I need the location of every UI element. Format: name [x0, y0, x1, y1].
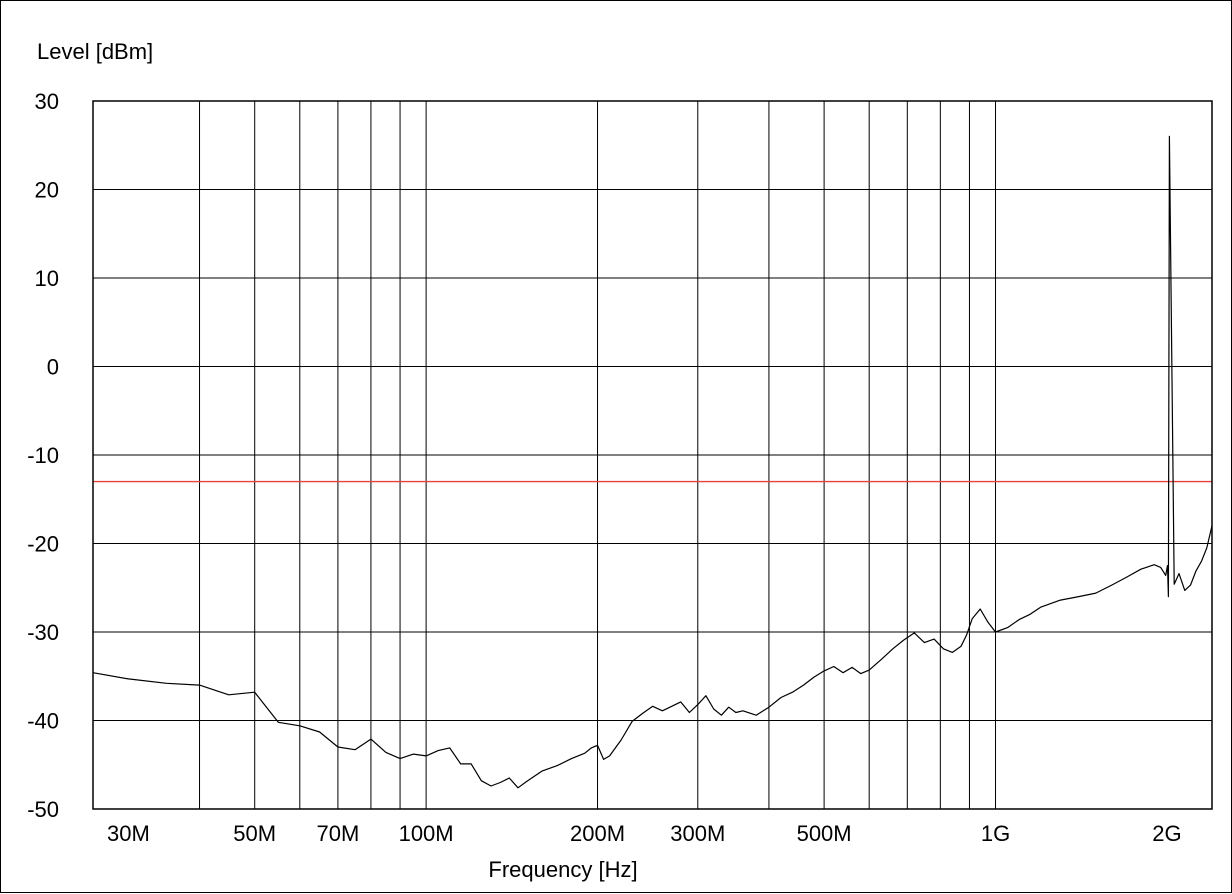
- y-tick-label: 20: [35, 178, 59, 203]
- y-tick-label: -20: [27, 532, 59, 557]
- gridlines: [93, 100, 1212, 810]
- x-tick-label: 1G: [981, 821, 1010, 846]
- x-tick-label: 200M: [570, 821, 625, 846]
- y-tick-label: 10: [35, 266, 59, 291]
- plot-area-border: [92, 100, 1213, 810]
- x-tick-label: 100M: [399, 821, 454, 846]
- series-line: [92, 135, 1213, 789]
- series-layer: [92, 135, 1213, 789]
- tick-labels: 30 20 10 0 -10 -20 -30 -40 -50 30M 50M 70M 100M 200M 3…: [27, 89, 1181, 846]
- y-tick-label: 0: [47, 355, 59, 380]
- x-tick-label: 30M: [107, 821, 150, 846]
- x-tick-label: 300M: [670, 821, 725, 846]
- y-tick-label: -50: [27, 797, 59, 822]
- y-tick-label: 30: [35, 89, 59, 114]
- x-tick-label: 70M: [317, 821, 360, 846]
- x-tick-label: 50M: [233, 821, 276, 846]
- y-tick-label: -40: [27, 709, 59, 734]
- y-axis-label: Level [dBm]: [37, 39, 153, 64]
- y-tick-label: -10: [27, 443, 59, 468]
- x-tick-label: 2G: [1152, 821, 1181, 846]
- y-tick-label: -30: [27, 620, 59, 645]
- x-axis-label: Frequency [Hz]: [488, 857, 637, 882]
- x-tick-label: 500M: [797, 821, 852, 846]
